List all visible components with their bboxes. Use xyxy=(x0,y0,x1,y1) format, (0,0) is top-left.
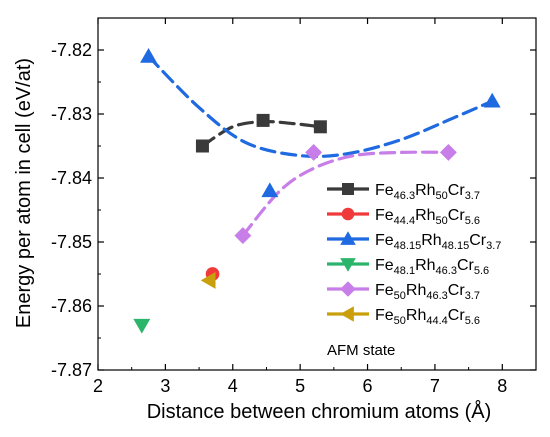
x-tick-label: 2 xyxy=(93,376,103,396)
legend-label-1: Fe44.4Rh50Cr5.6 xyxy=(375,207,480,227)
legend-marker-3 xyxy=(340,258,356,272)
x-tick-label: 3 xyxy=(160,376,170,396)
legend-marker-1 xyxy=(341,207,355,221)
y-tick-label: -7.84 xyxy=(51,168,92,188)
series-0-point xyxy=(195,139,209,153)
legend: Fe46.3Rh50Cr3.7 Fe44.4Rh50Cr5.6 Fe48.15Rh4… xyxy=(327,182,501,327)
legend-marker-5 xyxy=(340,306,354,322)
x-tick-label: 7 xyxy=(430,376,440,396)
y-tick-label: -7.86 xyxy=(51,296,92,316)
y-tick-label: -7.82 xyxy=(51,40,92,60)
x-tick-label: 5 xyxy=(295,376,305,396)
data-points xyxy=(133,47,501,334)
y-tick-label: -7.87 xyxy=(51,360,92,380)
series-2-point xyxy=(483,92,501,108)
axes: 2 3 4 5 6 7 8 -7.82 -7.83 -7.84 -7.85 -7.86 -7.87 xyxy=(51,17,537,396)
legend-marker-0 xyxy=(342,183,354,195)
annotation-afm-state: AFM state xyxy=(327,342,395,359)
series-3-point xyxy=(133,318,151,334)
series-2-point xyxy=(140,47,157,63)
series-5-point xyxy=(200,271,216,289)
x-tick-label: 6 xyxy=(363,376,373,396)
x-axis-title: Distance between chromium atoms (Å) xyxy=(147,400,492,423)
series-0-point xyxy=(313,120,327,134)
legend-marker-4 xyxy=(340,281,356,297)
x-tick-label: 4 xyxy=(228,376,238,396)
series-4-point xyxy=(439,143,457,161)
legend-label-2: Fe48.15Rh48.15Cr3.7 xyxy=(375,232,501,252)
legend-label-5: Fe50Rh44.4Cr5.6 xyxy=(375,307,480,327)
plot-frame xyxy=(97,17,537,371)
series-4-trend-line xyxy=(241,150,450,238)
series-2-point xyxy=(261,182,279,198)
y-tick-label: -7.83 xyxy=(51,104,92,124)
legend-label-3: Fe48.1Rh46.3Cr5.6 xyxy=(375,257,489,277)
series-4-point xyxy=(234,227,252,245)
series-0-point xyxy=(256,113,270,127)
series-4-point xyxy=(305,143,323,161)
x-tick-label: 8 xyxy=(497,376,507,396)
y-tick-label: -7.85 xyxy=(51,232,92,252)
legend-label-0: Fe46.3Rh50Cr3.7 xyxy=(375,182,480,202)
legend-label-4: Fe50Rh46.3Cr3.7 xyxy=(375,282,480,302)
legend-marker-2 xyxy=(340,231,356,245)
series-2-trend-line xyxy=(146,54,494,159)
y-axis-title: Energy per atom in cell (eV/at) xyxy=(13,58,35,328)
